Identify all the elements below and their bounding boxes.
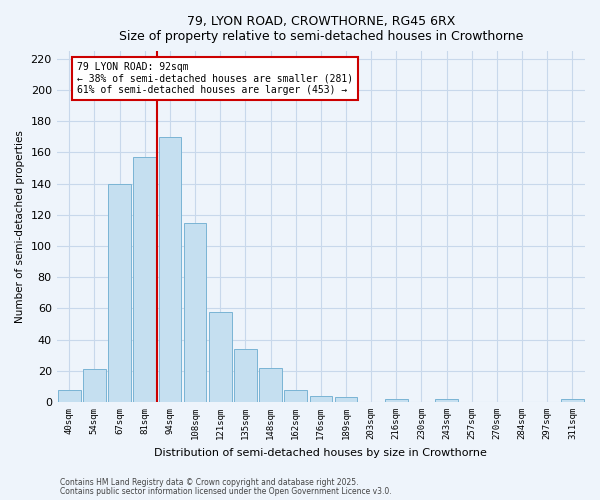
Bar [310,396,332,402]
X-axis label: Distribution of semi-detached houses by size in Crowthorne: Distribution of semi-detached houses by … [154,448,487,458]
Text: Contains public sector information licensed under the Open Government Licence v3: Contains public sector information licen… [60,487,392,496]
Bar [133,157,156,402]
Bar [436,399,458,402]
Text: Contains HM Land Registry data © Crown copyright and database right 2025.: Contains HM Land Registry data © Crown c… [60,478,359,487]
Bar [184,222,206,402]
Bar [561,399,584,402]
Bar [259,368,282,402]
Bar [83,370,106,402]
Bar [158,137,181,402]
Bar [335,398,358,402]
Title: 79, LYON ROAD, CROWTHORNE, RG45 6RX
Size of property relative to semi-detached h: 79, LYON ROAD, CROWTHORNE, RG45 6RX Size… [119,15,523,43]
Bar [284,390,307,402]
Bar [385,399,407,402]
Text: 79 LYON ROAD: 92sqm
← 38% of semi-detached houses are smaller (281)
61% of semi-: 79 LYON ROAD: 92sqm ← 38% of semi-detach… [77,62,353,95]
Y-axis label: Number of semi-detached properties: Number of semi-detached properties [15,130,25,323]
Bar [108,184,131,402]
Bar [234,349,257,402]
Bar [209,312,232,402]
Bar [58,390,80,402]
